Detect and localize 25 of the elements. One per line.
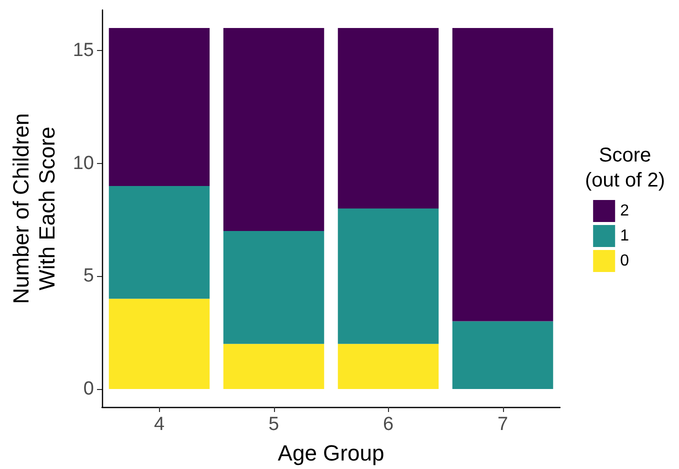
bar — [223, 344, 324, 389]
legend-title: Score (out of 2) — [584, 144, 666, 192]
y-tick-label: 0 — [83, 378, 94, 400]
y-tick-label: 10 — [72, 152, 94, 174]
bar — [338, 344, 439, 389]
x-tick-label: 6 — [382, 414, 394, 435]
bar — [108, 186, 210, 299]
bar — [338, 208, 439, 344]
bar — [223, 231, 324, 344]
bar — [452, 321, 554, 389]
x-tick-label: 4 — [154, 414, 165, 435]
legend-label: 2 — [620, 202, 630, 220]
y-axis-title: Number of Children With Each Score — [8, 113, 60, 304]
y-tick-label: 15 — [72, 40, 94, 62]
y-tick-label: 5 — [83, 266, 94, 287]
legend-label: 0 — [620, 252, 630, 270]
bar — [338, 28, 439, 208]
bar — [108, 298, 210, 389]
legend-label: 1 — [620, 228, 630, 244]
x-tick-label: 7 — [497, 414, 508, 435]
bar — [452, 28, 554, 322]
bar — [223, 28, 324, 232]
x-tick-label: 5 — [268, 414, 280, 435]
x-axis-title: Age Group — [278, 440, 384, 466]
bar — [108, 28, 210, 186]
